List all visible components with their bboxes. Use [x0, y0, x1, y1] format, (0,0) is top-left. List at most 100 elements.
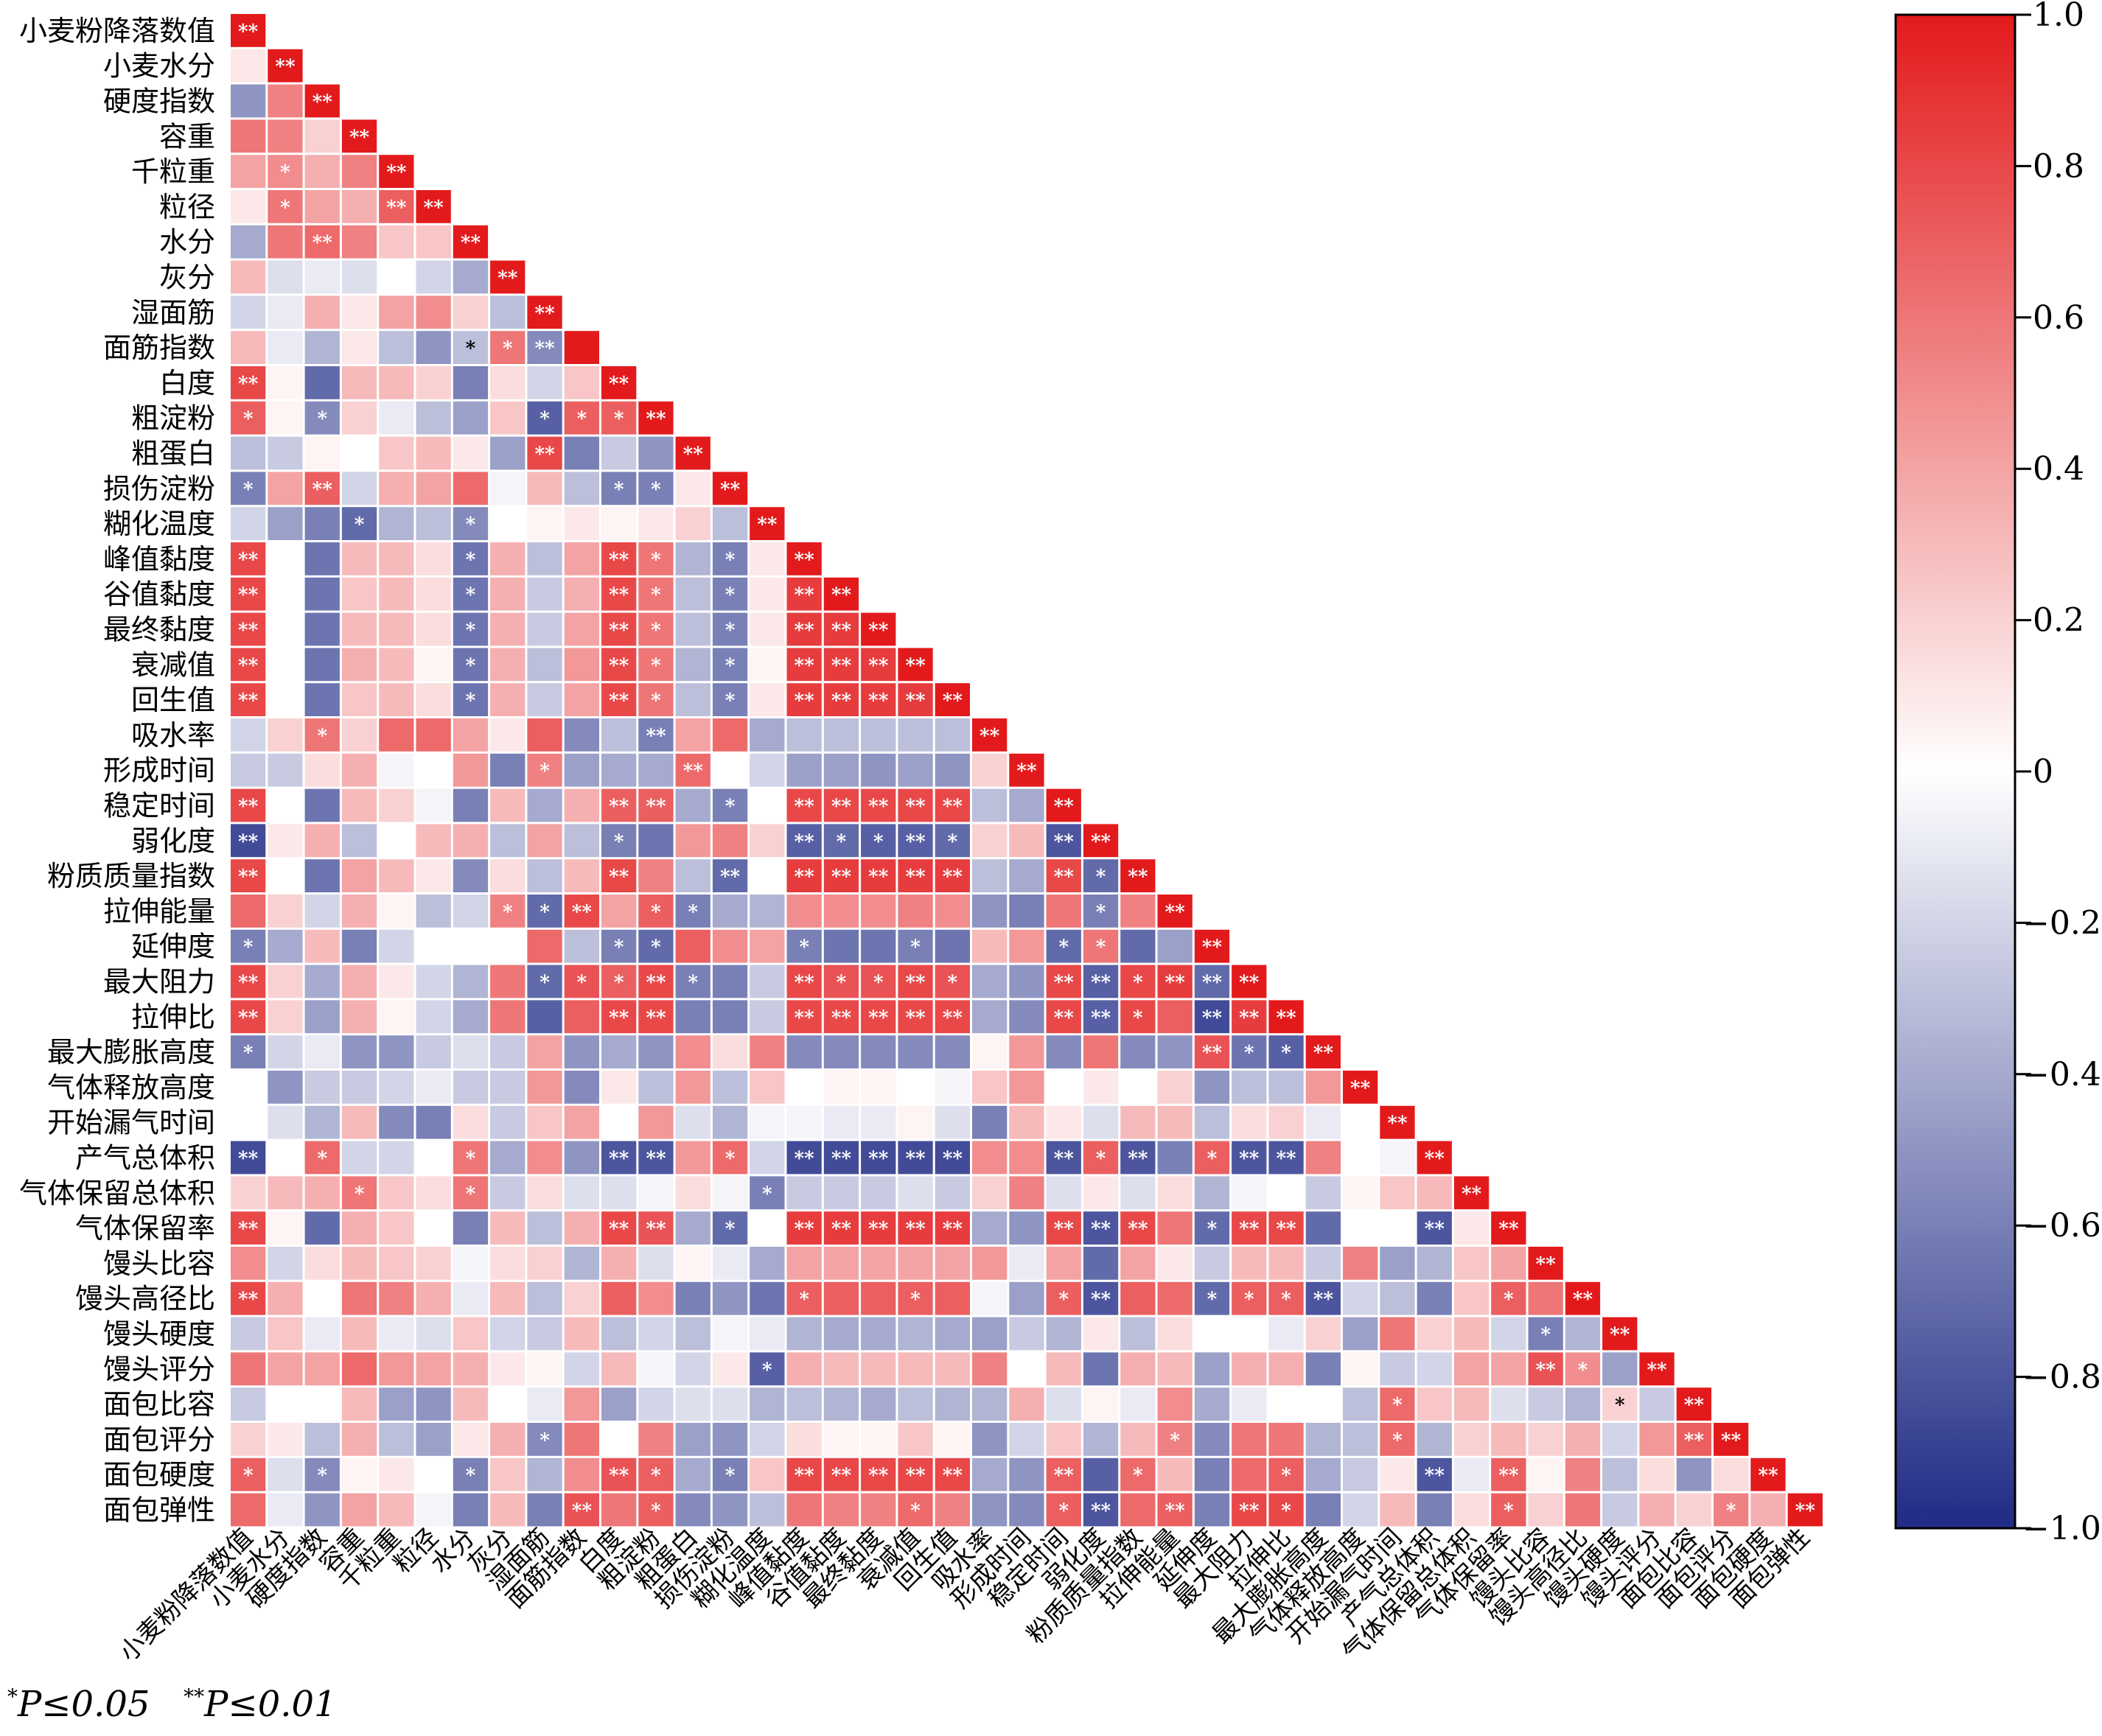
cell-26-12	[675, 929, 710, 963]
sig-mark-22-16: **	[831, 796, 852, 818]
cell-23-3	[341, 824, 377, 858]
sig-mark-18-16: **	[831, 655, 852, 677]
sig-mark-40-39: **	[1684, 1429, 1705, 1452]
sig-mark-24-24: **	[1128, 867, 1148, 889]
cell-38-14	[750, 1352, 785, 1386]
cell-21-15	[786, 753, 822, 787]
cell-30-0	[231, 1071, 266, 1104]
cell-17-11	[638, 612, 674, 646]
sig-mark-17-10: **	[609, 620, 629, 642]
colorbar-tick-label-3: 0.4	[2033, 450, 2084, 488]
sig-mark-34-23: **	[1091, 1219, 1111, 1241]
cell-26-4	[379, 929, 414, 963]
cell-24-8	[527, 859, 562, 892]
p2-text: P≤0.01	[204, 1684, 337, 1725]
cell-42-37	[1602, 1493, 1638, 1527]
sig-mark-16-15: **	[795, 584, 815, 606]
cell-31-23	[1083, 1105, 1119, 1139]
row-label-35: 馒头比容	[103, 1247, 215, 1280]
cell-41-10	[601, 1457, 637, 1491]
cell-28-17	[861, 1000, 896, 1034]
cell-20-8	[527, 718, 562, 752]
cell-31-15	[786, 1105, 822, 1139]
cell-32-11	[638, 1141, 674, 1175]
cell-37-6	[453, 1317, 489, 1351]
cell-19-5	[416, 683, 451, 716]
sig-mark-36-28: *	[1281, 1289, 1291, 1311]
cell-32-28	[1268, 1141, 1304, 1175]
sig-mark-25-8: *	[540, 901, 550, 923]
cell-39-34	[1491, 1387, 1526, 1421]
cell-11-7	[490, 401, 526, 435]
sig-mark-28-18: **	[905, 1007, 926, 1029]
row-labels: 小麦粉降落数值小麦水分硬度指数容重千粒重粒径水分灰分湿面筋面筋指数白度粗淀粉粗蛋…	[19, 15, 215, 1527]
cell-30-29	[1305, 1071, 1341, 1104]
sig-mark-21-12: **	[683, 760, 704, 783]
cell-41-11	[638, 1457, 674, 1491]
sig-mark-32-13: *	[725, 1148, 736, 1170]
cell-28-11	[638, 1000, 674, 1034]
cell-7-4	[379, 260, 414, 294]
cell-42-17	[861, 1493, 896, 1527]
cell-23-4	[379, 824, 414, 858]
cell-28-13	[712, 1000, 748, 1034]
cell-14-7	[490, 507, 526, 540]
cell-23-2	[304, 824, 340, 858]
cell-40-8	[527, 1423, 562, 1456]
cell-16-13	[712, 577, 748, 611]
heatmap-cells	[231, 14, 1823, 1527]
cell-36-23	[1083, 1281, 1119, 1315]
sig-mark-30-30: **	[1350, 1077, 1371, 1099]
cell-35-16	[823, 1247, 859, 1280]
cell-38-11	[638, 1352, 674, 1386]
cell-18-3	[341, 648, 377, 682]
cell-37-34	[1491, 1317, 1526, 1351]
cell-37-33	[1453, 1317, 1490, 1351]
cell-26-17	[861, 929, 896, 963]
cell-5-5	[416, 190, 451, 223]
cell-28-28	[1268, 1000, 1304, 1034]
cell-5-3	[341, 190, 377, 223]
cell-32-19	[935, 1141, 970, 1175]
cell-31-11	[638, 1105, 674, 1139]
cell-33-16	[823, 1176, 859, 1210]
sig-mark-39-39: **	[1684, 1395, 1705, 1417]
cell-26-10	[601, 929, 637, 963]
sig-mark-23-23: **	[1091, 831, 1111, 853]
cell-23-17	[861, 824, 896, 858]
sig-mark-17-11: *	[651, 620, 661, 642]
cell-22-22	[1046, 788, 1081, 822]
cell-40-2	[304, 1423, 340, 1456]
cell-21-7	[490, 753, 526, 787]
colorbar-tick-label-6: −0.2	[2022, 904, 2101, 942]
cell-12-9	[564, 436, 599, 470]
cell-4-1	[268, 155, 303, 188]
cell-23-0	[231, 824, 266, 858]
cell-12-7	[490, 436, 526, 470]
cell-27-9	[564, 965, 599, 998]
cell-6-1	[268, 225, 303, 259]
sig-mark-24-13: **	[720, 867, 741, 889]
cell-27-8	[527, 965, 562, 998]
sig-mark-27-8: *	[540, 972, 550, 994]
cell-7-7	[490, 260, 526, 294]
cell-42-30	[1343, 1493, 1378, 1527]
sig-mark-41-19: **	[943, 1465, 963, 1487]
sig-mark-13-11: *	[651, 479, 661, 501]
cell-41-4	[379, 1457, 414, 1491]
cell-31-2	[304, 1105, 340, 1139]
cell-29-2	[304, 1035, 340, 1068]
cell-23-8	[527, 824, 562, 858]
sig-mark-28-11: **	[646, 1007, 666, 1029]
cell-6-0	[231, 225, 266, 259]
sig-mark-42-23: **	[1091, 1500, 1111, 1522]
cell-32-20	[972, 1141, 1008, 1175]
sig-mark-22-17: **	[868, 796, 889, 818]
row-label-15: 峰值黏度	[103, 543, 215, 575]
sig-mark-27-12: *	[688, 972, 698, 994]
sig-mark-40-40: **	[1721, 1429, 1742, 1452]
cell-35-5	[416, 1247, 451, 1280]
cell-33-15	[786, 1176, 822, 1210]
cell-42-10	[601, 1493, 637, 1527]
cell-22-17	[861, 788, 896, 822]
